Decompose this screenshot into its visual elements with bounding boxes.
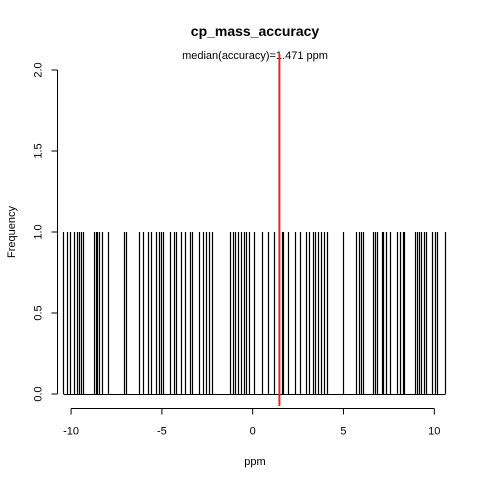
y-axis-label: Frequency — [6, 206, 18, 258]
y-tick-label: 2.0 — [33, 62, 45, 77]
y-tick-label: 1.5 — [33, 143, 45, 158]
x-tick-label: 10 — [428, 426, 440, 438]
y-axis: 0.0 0.5 1.0 1.5 2.0 — [33, 62, 58, 402]
y-tick-label: 0.5 — [33, 305, 45, 320]
bars-group — [62, 232, 447, 395]
x-axis: -10 -5 0 5 10 — [63, 408, 440, 438]
x-tick-label: 0 — [250, 426, 256, 438]
x-axis-label: ppm — [244, 456, 265, 468]
chart-title: cp_mass_accuracy — [191, 23, 320, 39]
y-tick-label: 0.0 — [33, 386, 45, 401]
y-tick-label: 1.0 — [33, 224, 45, 239]
x-tick-label: 5 — [340, 426, 346, 438]
chart-subtitle: median(accuracy)=1.471 ppm — [182, 50, 328, 62]
x-tick-label: -10 — [63, 426, 79, 438]
x-tick-label: -5 — [157, 426, 167, 438]
